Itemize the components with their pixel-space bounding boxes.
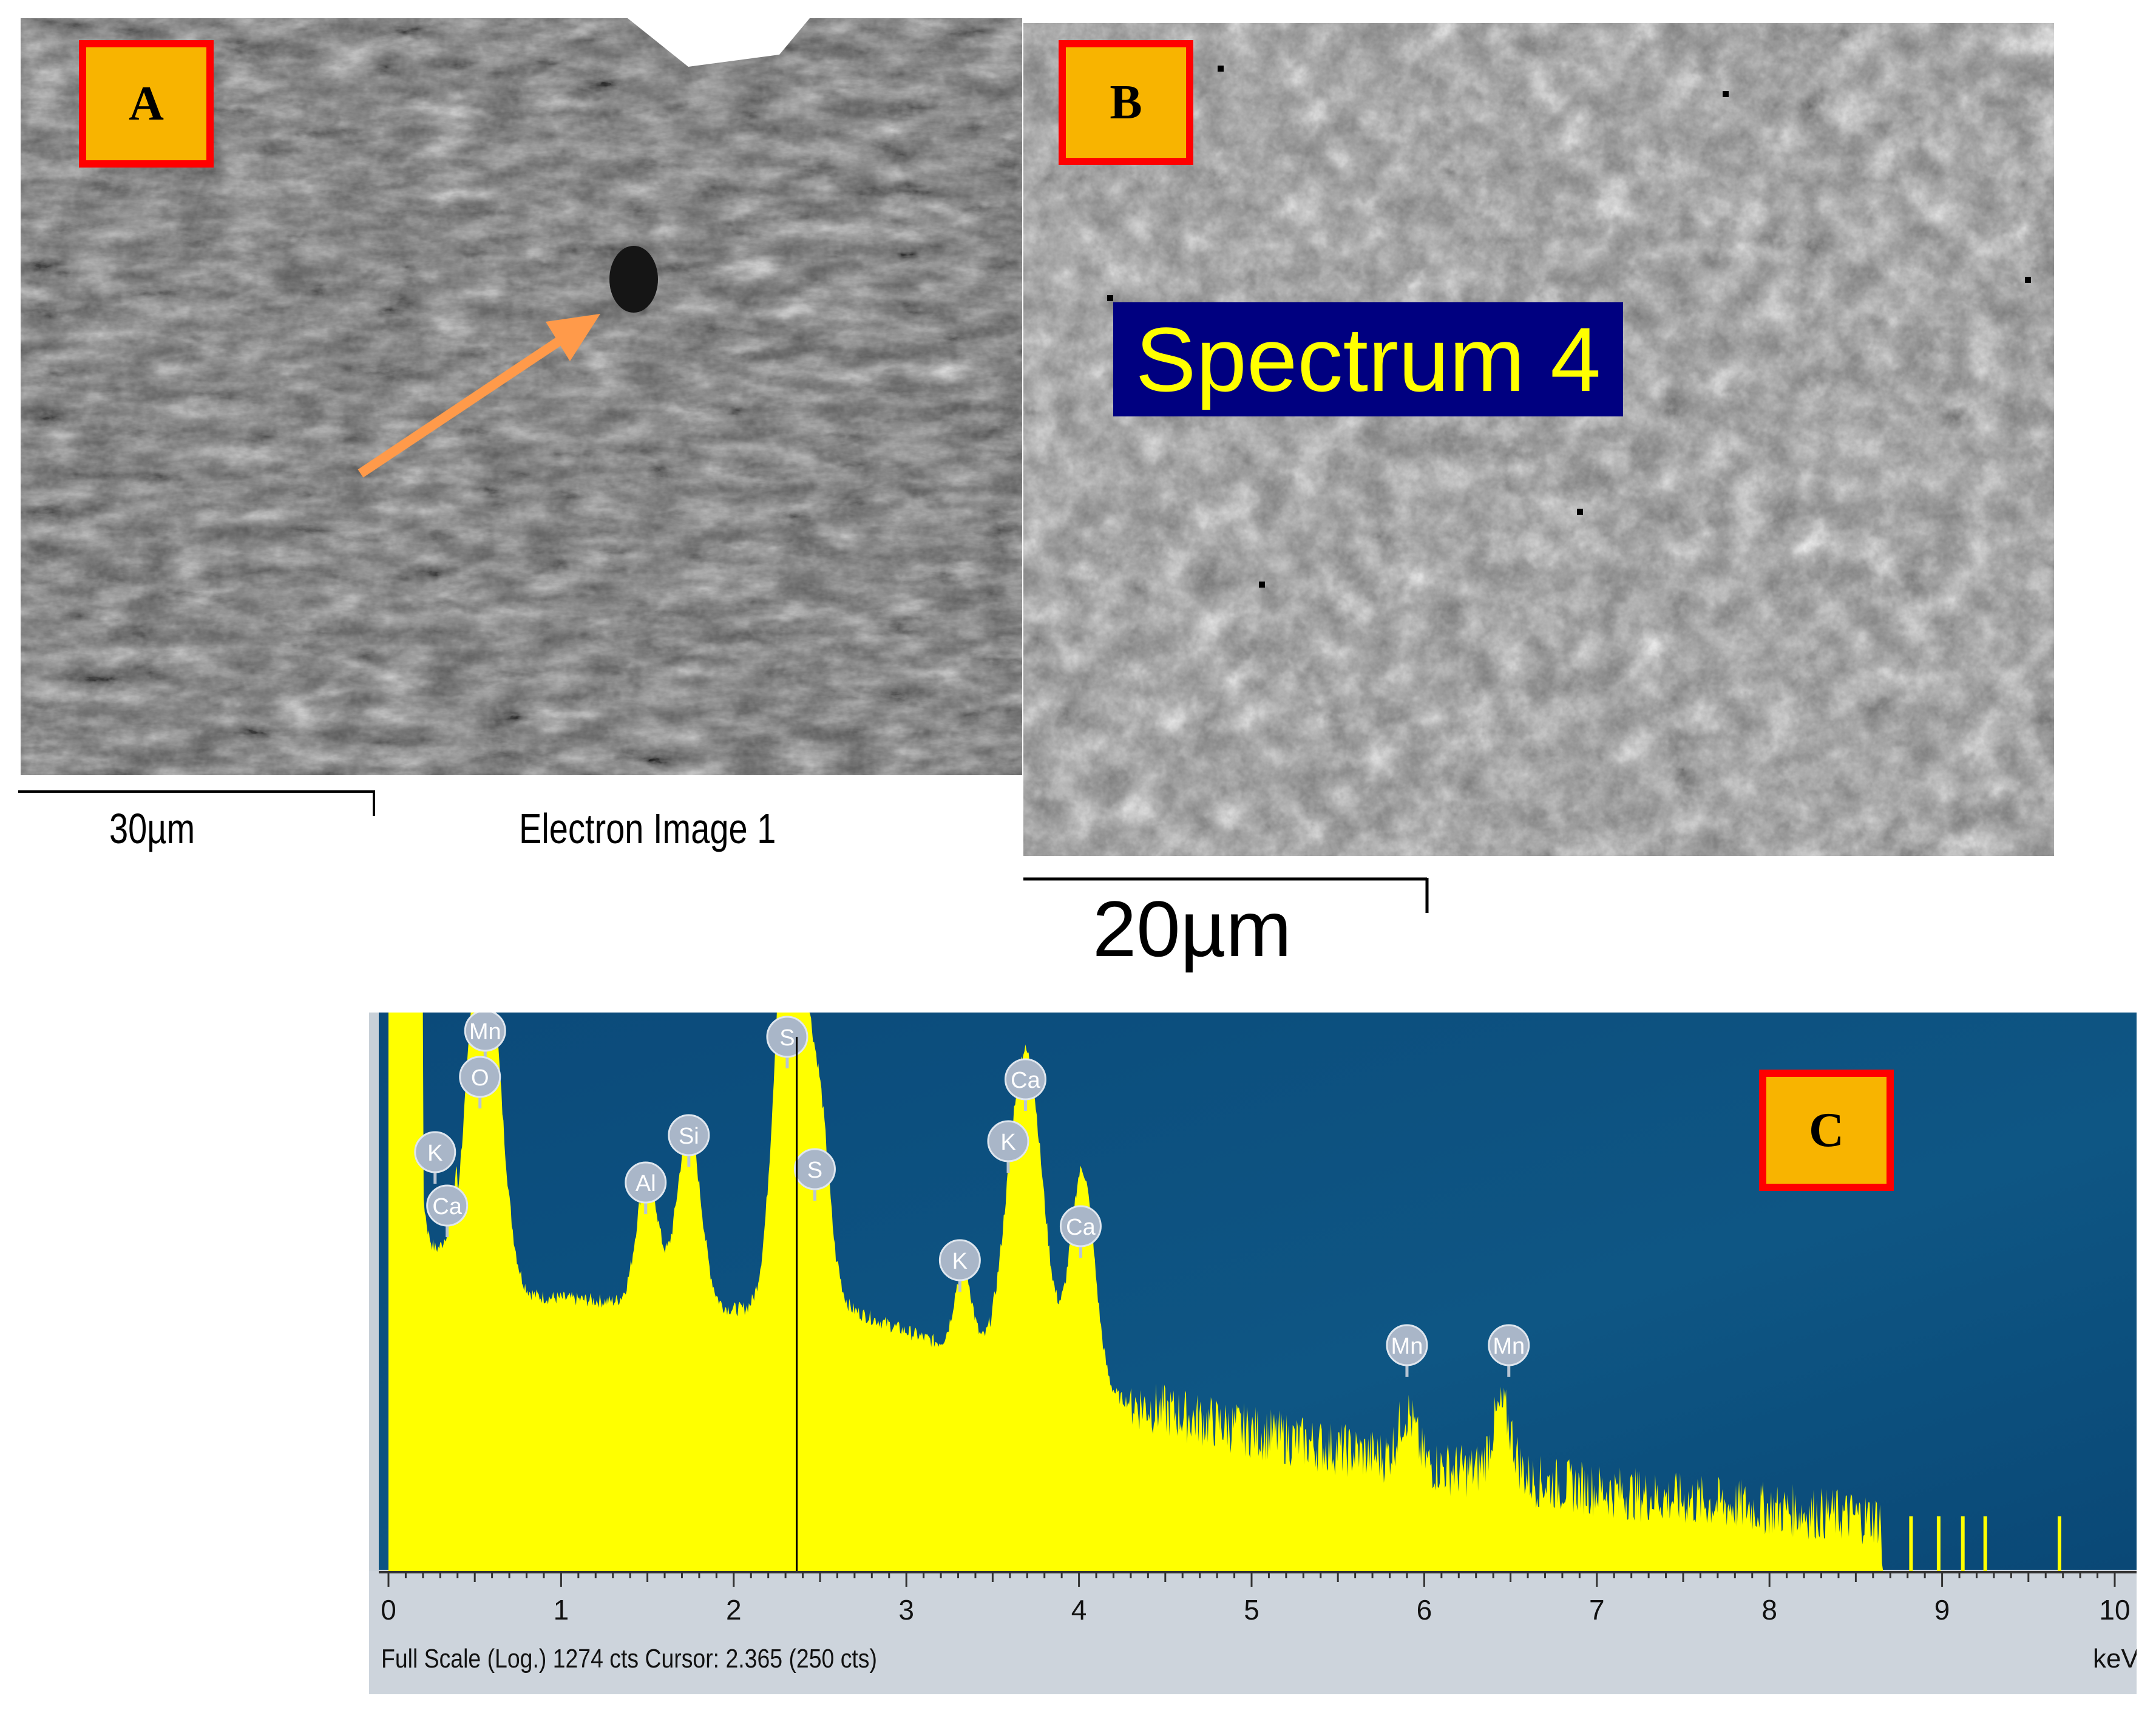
svg-text:Ca: Ca — [432, 1194, 462, 1220]
svg-text:Mn: Mn — [1391, 1334, 1423, 1359]
svg-text:Al: Al — [636, 1171, 656, 1196]
bright-edge — [628, 18, 810, 67]
edx-tick-label: 6 — [1417, 1594, 1432, 1626]
peak-label-k: K — [414, 1131, 456, 1184]
edx-spectrum-fill — [388, 1013, 1883, 1571]
svg-text:Mn: Mn — [1493, 1334, 1525, 1359]
edx-spike-2 — [1961, 1516, 1965, 1571]
peak-label-s: S — [793, 1148, 836, 1201]
edx-spike-3 — [1983, 1516, 1987, 1571]
peak-label-k: K — [938, 1239, 981, 1292]
sem-image-b: Spectrum 4 — [1023, 23, 2054, 856]
edx-tick-label: 2 — [726, 1594, 742, 1626]
svg-text:K: K — [952, 1249, 968, 1274]
svg-text:Si: Si — [679, 1124, 699, 1149]
panel-label-b: B — [1059, 40, 1193, 165]
svg-text:Ca: Ca — [1066, 1215, 1096, 1240]
edx-spike-0 — [1909, 1516, 1913, 1571]
svg-text:S: S — [807, 1158, 822, 1183]
peak-label-ca: Ca — [1059, 1205, 1102, 1258]
edx-spike-1 — [1936, 1516, 1941, 1571]
peak-label-mn: Mn — [1488, 1324, 1530, 1377]
panel-label-c: C — [1759, 1070, 1894, 1191]
svg-text:Mn: Mn — [469, 1019, 501, 1045]
peak-label-ca: Ca — [1004, 1058, 1046, 1111]
scale-bar-a-label: 30µm — [109, 805, 195, 852]
edx-tick-label: 0 — [381, 1594, 396, 1626]
spectrum-label: Spectrum 4 — [1113, 302, 1623, 416]
edx-footer-status: Full Scale (Log.) 1274 cts Cursor: 2.365… — [381, 1644, 877, 1674]
scale-bar-a — [18, 790, 375, 816]
edx-tick-label: 10 — [2099, 1594, 2130, 1626]
peak-label-o: O — [459, 1056, 501, 1108]
edx-tick-label: 4 — [1071, 1594, 1087, 1626]
peak-label-k: K — [987, 1120, 1029, 1173]
edx-peak-labels: K Ca Mn O Al Si S S K K Ca Ca Mn Mn — [414, 1013, 1530, 1377]
edx-tick-labels: 0 1 2 3 4 5 6 7 8 9 10 — [381, 1594, 2130, 1626]
svg-text:O: O — [471, 1065, 489, 1091]
svg-text:Ca: Ca — [1011, 1068, 1040, 1093]
edx-axis — [379, 1571, 2137, 1587]
edx-tick-label: 5 — [1244, 1594, 1259, 1626]
arrow-icon — [358, 314, 600, 478]
svg-text:S: S — [779, 1025, 795, 1051]
peak-label-mn: Mn — [1386, 1324, 1428, 1377]
scale-bar-b — [1023, 877, 1429, 913]
edx-tick-label: 3 — [898, 1594, 914, 1626]
edx-spectrum: 0 1 2 3 4 5 6 7 8 9 10 K Ca Mn O Al Si S S K K Ca Ca Mn Mn Full… — [369, 1013, 2137, 1694]
svg-text:K: K — [427, 1141, 442, 1166]
spectrum-markers — [1107, 66, 2031, 588]
scale-bar-b-label: 20µm — [1093, 884, 1292, 973]
peak-label-si: Si — [668, 1114, 710, 1167]
edx-fill-group — [388, 1013, 2061, 1571]
peak-label-al: Al — [625, 1161, 667, 1214]
edx-chart: 0 1 2 3 4 5 6 7 8 9 10 K Ca Mn O Al Si S S K K Ca Ca Mn Mn — [369, 1013, 2137, 1694]
image-title-a: Electron Image 1 — [519, 805, 776, 852]
edx-tick-label: 7 — [1589, 1594, 1605, 1626]
panel-label-a: A — [79, 40, 214, 168]
spectrum-label-text: Spectrum 4 — [1135, 308, 1601, 410]
edx-axis-band — [369, 1570, 2137, 1694]
peak-label-mn: Mn — [464, 1013, 506, 1062]
edx-left-border — [369, 1013, 379, 1571]
edx-x-unit: keV — [2093, 1644, 2137, 1674]
edx-spike-4 — [2057, 1516, 2061, 1571]
peak-label-ca: Ca — [426, 1184, 469, 1237]
edx-tick-label: 9 — [1934, 1594, 1950, 1626]
edx-tick-label: 8 — [1761, 1594, 1777, 1626]
peak-label-s: S — [766, 1016, 808, 1068]
edx-tick-label: 1 — [554, 1594, 569, 1626]
svg-text:K: K — [1000, 1130, 1015, 1155]
